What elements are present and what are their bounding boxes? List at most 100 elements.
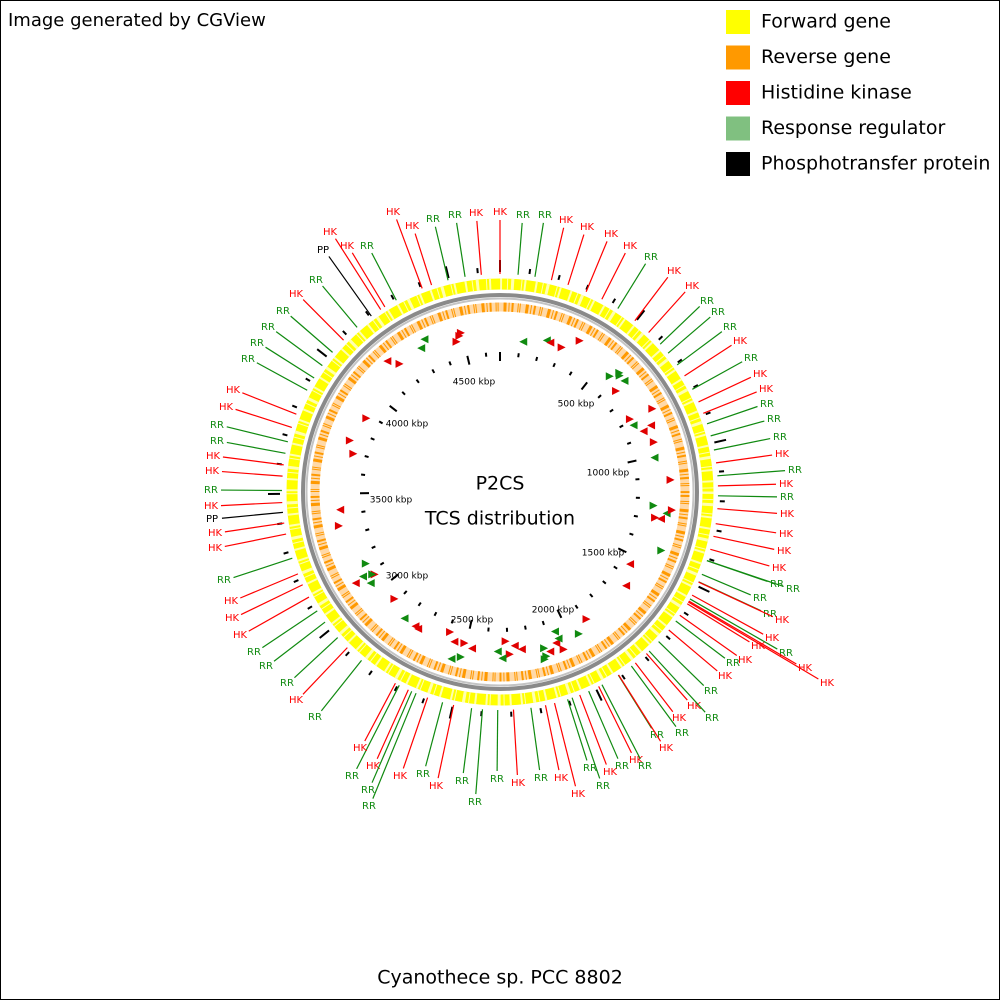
legend-swatch (726, 81, 750, 105)
feature-label: HK (759, 384, 774, 395)
outer-tick (390, 294, 395, 300)
inner-tick (626, 441, 632, 445)
feature-label: HK (429, 781, 444, 792)
feature-label: RR (280, 678, 294, 689)
feature-label: RR (361, 785, 375, 796)
leader-line (553, 702, 577, 787)
outer-tick (448, 706, 454, 719)
forward-ring-texture (286, 278, 714, 706)
feature-glyph (554, 634, 563, 643)
leader-line (688, 600, 797, 665)
leader-line (648, 650, 706, 713)
outer-tick (365, 310, 370, 316)
outer-tick (417, 281, 422, 288)
scale-label: 2000 kbp (532, 606, 575, 616)
leader-line (351, 252, 386, 308)
feature-glyph (351, 579, 360, 588)
feature-label: HK (672, 713, 687, 724)
feature-label: RR (455, 776, 469, 787)
feature-label: RR (210, 420, 224, 431)
leader-line (713, 535, 775, 550)
feature-label: HK (289, 289, 304, 300)
feature-label: HK (323, 227, 338, 238)
leader-line (328, 256, 372, 317)
feature-label: PP (317, 245, 329, 256)
leader-line (273, 621, 326, 662)
feature-label: HK (225, 613, 240, 624)
outer-tick (319, 629, 330, 639)
outer-tick (368, 670, 373, 676)
feature-label: RR (468, 797, 482, 808)
inner-tick (597, 394, 602, 399)
outer-tick (683, 611, 689, 617)
backbone-inner (305, 297, 695, 687)
outer-tick (316, 348, 328, 358)
leader-line (667, 316, 711, 354)
feature-glyph (336, 505, 345, 514)
legend-label: Histidine kinase (761, 82, 912, 104)
feature-glyph (368, 570, 377, 579)
outer-tick (716, 529, 722, 533)
feature-glyph (605, 372, 614, 381)
feature-label: HK (820, 678, 835, 689)
feature-glyph (559, 645, 568, 654)
feature-label: RR (786, 584, 800, 595)
inner-tick (448, 361, 452, 366)
feature-label: RR (534, 773, 548, 784)
feature-label: HK (718, 671, 733, 682)
inner-tick (535, 356, 539, 362)
inner-tick (552, 362, 556, 368)
feature-glyph (651, 513, 660, 522)
leader-line (585, 241, 608, 292)
feature-glyph (639, 427, 648, 436)
outer-tick (677, 358, 683, 364)
feature-label: RR (210, 436, 224, 447)
leader-line (659, 305, 701, 345)
feature-glyph (615, 371, 624, 380)
inner-tick (617, 547, 627, 554)
map-subtitle: TCS distribution (424, 508, 575, 530)
feature-glyph (620, 376, 629, 385)
feature-label: HK (779, 479, 794, 490)
leader-line (715, 454, 773, 464)
legend-label: Phosphotransfer protein (761, 153, 990, 175)
leader-line (256, 362, 308, 391)
inner-tick (371, 545, 376, 549)
feature-label: HK (685, 281, 700, 292)
feature-label: RR (308, 712, 322, 723)
feature-label: HK (733, 336, 748, 347)
feature-glyph (649, 501, 658, 510)
leader-line (544, 705, 560, 771)
feature-glyph (552, 639, 561, 648)
leader-line (434, 226, 449, 281)
inner-tick (589, 593, 594, 598)
leader-line (588, 690, 619, 759)
leader-line (717, 495, 778, 498)
leader-line (224, 533, 287, 548)
inner-tick (379, 561, 385, 566)
outer-tick (568, 700, 572, 706)
feature-glyph (622, 581, 631, 590)
leader-line (302, 299, 344, 341)
feature-glyph (498, 654, 507, 663)
feature-label: RR (276, 306, 290, 317)
leader-line (262, 610, 318, 649)
inner-tick (450, 619, 454, 624)
feature-label: HK (511, 778, 526, 789)
feature-label: HK (775, 449, 790, 460)
inner-tick (568, 371, 573, 376)
feature-label: HK (206, 451, 221, 462)
feature-label: RR (675, 728, 689, 739)
leader-line (235, 408, 292, 428)
leader-line (630, 665, 677, 727)
inner-tick (365, 528, 370, 532)
outer-tick (283, 551, 289, 555)
inner-tick (556, 609, 563, 619)
leader-line (717, 483, 777, 487)
feature-label: HK (772, 563, 787, 574)
feature-label: HK (224, 596, 239, 607)
leader-line (668, 629, 718, 672)
feature-label: HK (623, 241, 638, 252)
outer-tick (282, 433, 288, 437)
